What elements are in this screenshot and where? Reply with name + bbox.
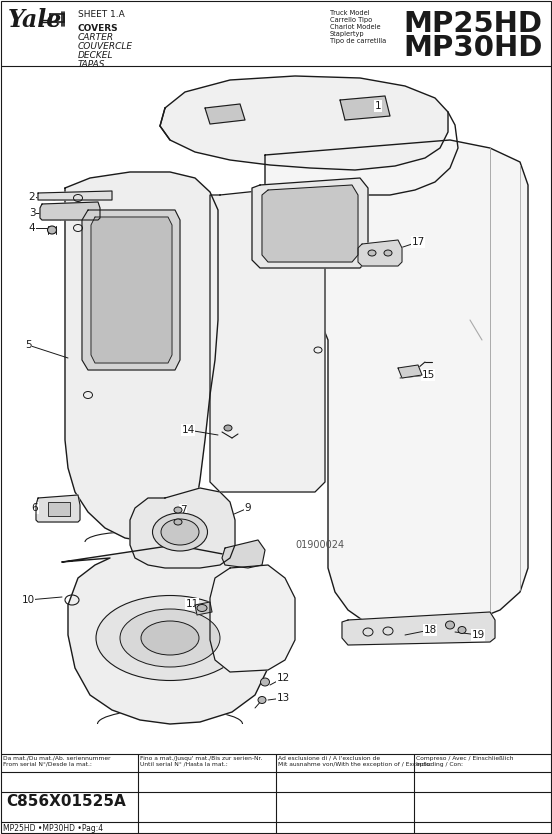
Text: CARTER: CARTER <box>78 33 114 42</box>
Ellipse shape <box>224 425 232 431</box>
Text: 7: 7 <box>180 505 187 515</box>
Ellipse shape <box>368 250 376 256</box>
Polygon shape <box>82 210 180 370</box>
Ellipse shape <box>152 513 208 551</box>
Text: 12: 12 <box>277 673 290 683</box>
Ellipse shape <box>120 609 220 667</box>
Polygon shape <box>65 172 218 542</box>
Text: 6: 6 <box>31 503 38 513</box>
Text: 17: 17 <box>411 237 424 247</box>
Polygon shape <box>342 612 495 645</box>
Ellipse shape <box>384 250 392 256</box>
Text: DECKEL: DECKEL <box>78 51 114 60</box>
Polygon shape <box>40 202 100 220</box>
Bar <box>48 502 70 516</box>
Text: 3: 3 <box>29 208 35 218</box>
Text: MP30HD: MP30HD <box>403 34 543 62</box>
Polygon shape <box>265 140 528 630</box>
Text: 14: 14 <box>182 425 195 435</box>
Polygon shape <box>91 217 172 363</box>
Polygon shape <box>398 365 422 378</box>
Ellipse shape <box>445 621 454 629</box>
Text: 9: 9 <box>245 503 251 513</box>
Text: 11: 11 <box>185 599 199 609</box>
Text: TAPAS: TAPAS <box>78 60 105 69</box>
Text: C856X01525A: C856X01525A <box>6 794 126 809</box>
Text: 1: 1 <box>375 101 381 111</box>
Text: 13: 13 <box>277 693 290 703</box>
Text: 16: 16 <box>384 243 397 253</box>
Text: 18: 18 <box>423 625 437 635</box>
Polygon shape <box>210 185 325 492</box>
Text: 19: 19 <box>471 630 485 640</box>
Ellipse shape <box>458 626 466 634</box>
Polygon shape <box>205 104 245 124</box>
Text: COVERS: COVERS <box>78 24 119 33</box>
Polygon shape <box>262 185 358 262</box>
Polygon shape <box>38 191 112 200</box>
Text: Fino a mat./Jusqu' mat./Bis zur serien-Nr.
Until serial N° /Hasta la mat.:: Fino a mat./Jusqu' mat./Bis zur serien-N… <box>140 756 262 766</box>
Text: 10: 10 <box>22 595 35 605</box>
Text: MP25HD: MP25HD <box>403 10 542 38</box>
Text: Compreso / Avec / Einschließlich
Including / Con:: Compreso / Avec / Einschließlich Includi… <box>416 756 513 766</box>
Ellipse shape <box>258 696 266 704</box>
Polygon shape <box>62 545 272 724</box>
Polygon shape <box>195 602 212 615</box>
Ellipse shape <box>47 226 56 234</box>
Polygon shape <box>358 240 402 266</box>
Polygon shape <box>222 540 265 568</box>
Ellipse shape <box>174 507 182 513</box>
Ellipse shape <box>96 595 244 681</box>
Text: 15: 15 <box>421 370 434 380</box>
Polygon shape <box>252 178 368 268</box>
Polygon shape <box>130 488 235 568</box>
Text: Da mat./Du mat./Ab. seriennummer
From serial N°/Desde la mat.:: Da mat./Du mat./Ab. seriennummer From se… <box>3 756 110 766</box>
Text: 2: 2 <box>29 192 35 202</box>
Polygon shape <box>36 495 80 522</box>
Text: Truck Model
Carrello Tipo
Chariot Modele
Staplertyp
Tipo de carretilla: Truck Model Carrello Tipo Chariot Modele… <box>330 10 386 44</box>
Text: 5: 5 <box>25 340 31 350</box>
Text: COUVERCLE: COUVERCLE <box>78 42 133 51</box>
Ellipse shape <box>174 519 182 525</box>
Text: 4: 4 <box>29 223 35 233</box>
Text: 8: 8 <box>180 517 187 527</box>
Text: SHEET 1.A: SHEET 1.A <box>78 10 125 19</box>
Text: Yale: Yale <box>8 8 62 32</box>
Polygon shape <box>210 565 295 672</box>
Ellipse shape <box>197 605 207 611</box>
Ellipse shape <box>161 519 199 545</box>
Polygon shape <box>160 76 448 170</box>
Polygon shape <box>340 96 390 120</box>
Ellipse shape <box>141 621 199 655</box>
Ellipse shape <box>261 678 269 686</box>
Text: Ad esclusione di / A l'exclusion de
Mit ausnahme von/With the exception of / Exc: Ad esclusione di / A l'exclusion de Mit … <box>278 756 432 766</box>
Text: 15: 15 <box>286 197 300 207</box>
Text: 01900024: 01900024 <box>295 540 344 550</box>
Text: MP25HD •MP30HD •Pag:4: MP25HD •MP30HD •Pag:4 <box>3 824 103 833</box>
